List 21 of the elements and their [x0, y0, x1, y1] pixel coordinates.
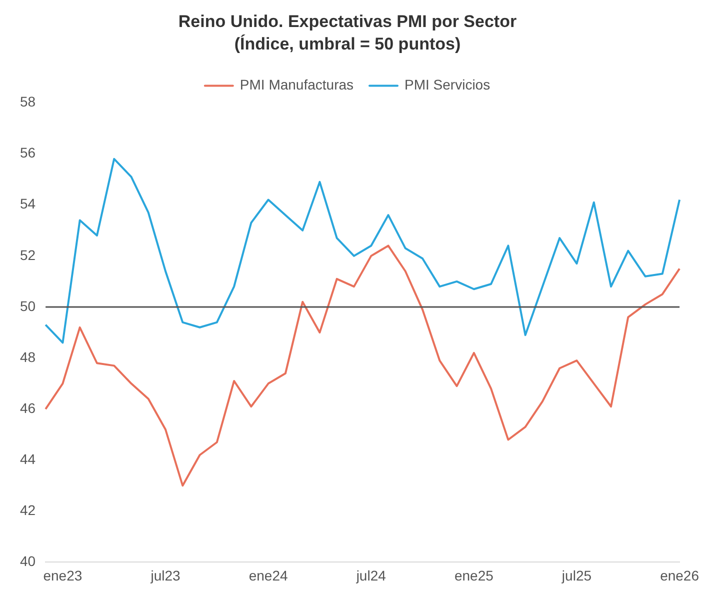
y-tick-label: 58: [20, 94, 36, 110]
y-tick-label: 46: [20, 400, 36, 416]
y-tick-label: 52: [20, 246, 36, 263]
chart-subtitle: (Índice, umbral = 50 puntos): [234, 33, 461, 54]
x-tick-label: ene26: [660, 567, 700, 584]
x-tick-label: ene24: [248, 567, 288, 584]
x-tick-label: jul23: [150, 567, 181, 584]
legend-label: PMI Manufacturas: [240, 76, 354, 93]
chart-title: Reino Unido. Expectativas PMI por Sector: [178, 12, 517, 31]
y-tick-label: 56: [20, 144, 36, 161]
y-tick-label: 48: [20, 348, 36, 365]
y-tick-label: 54: [20, 196, 36, 212]
x-tick-label: ene25: [454, 567, 494, 584]
y-tick-label: 42: [20, 502, 36, 518]
x-tick-label: ene23: [43, 567, 82, 584]
y-tick-label: 50: [20, 298, 36, 314]
x-tick-label: jul24: [355, 567, 386, 584]
legend-label: PMI Servicios: [404, 76, 490, 93]
y-tick-label: 40: [20, 553, 36, 570]
x-tick-label: jul25: [560, 567, 592, 584]
y-tick-label: 44: [20, 450, 36, 467]
